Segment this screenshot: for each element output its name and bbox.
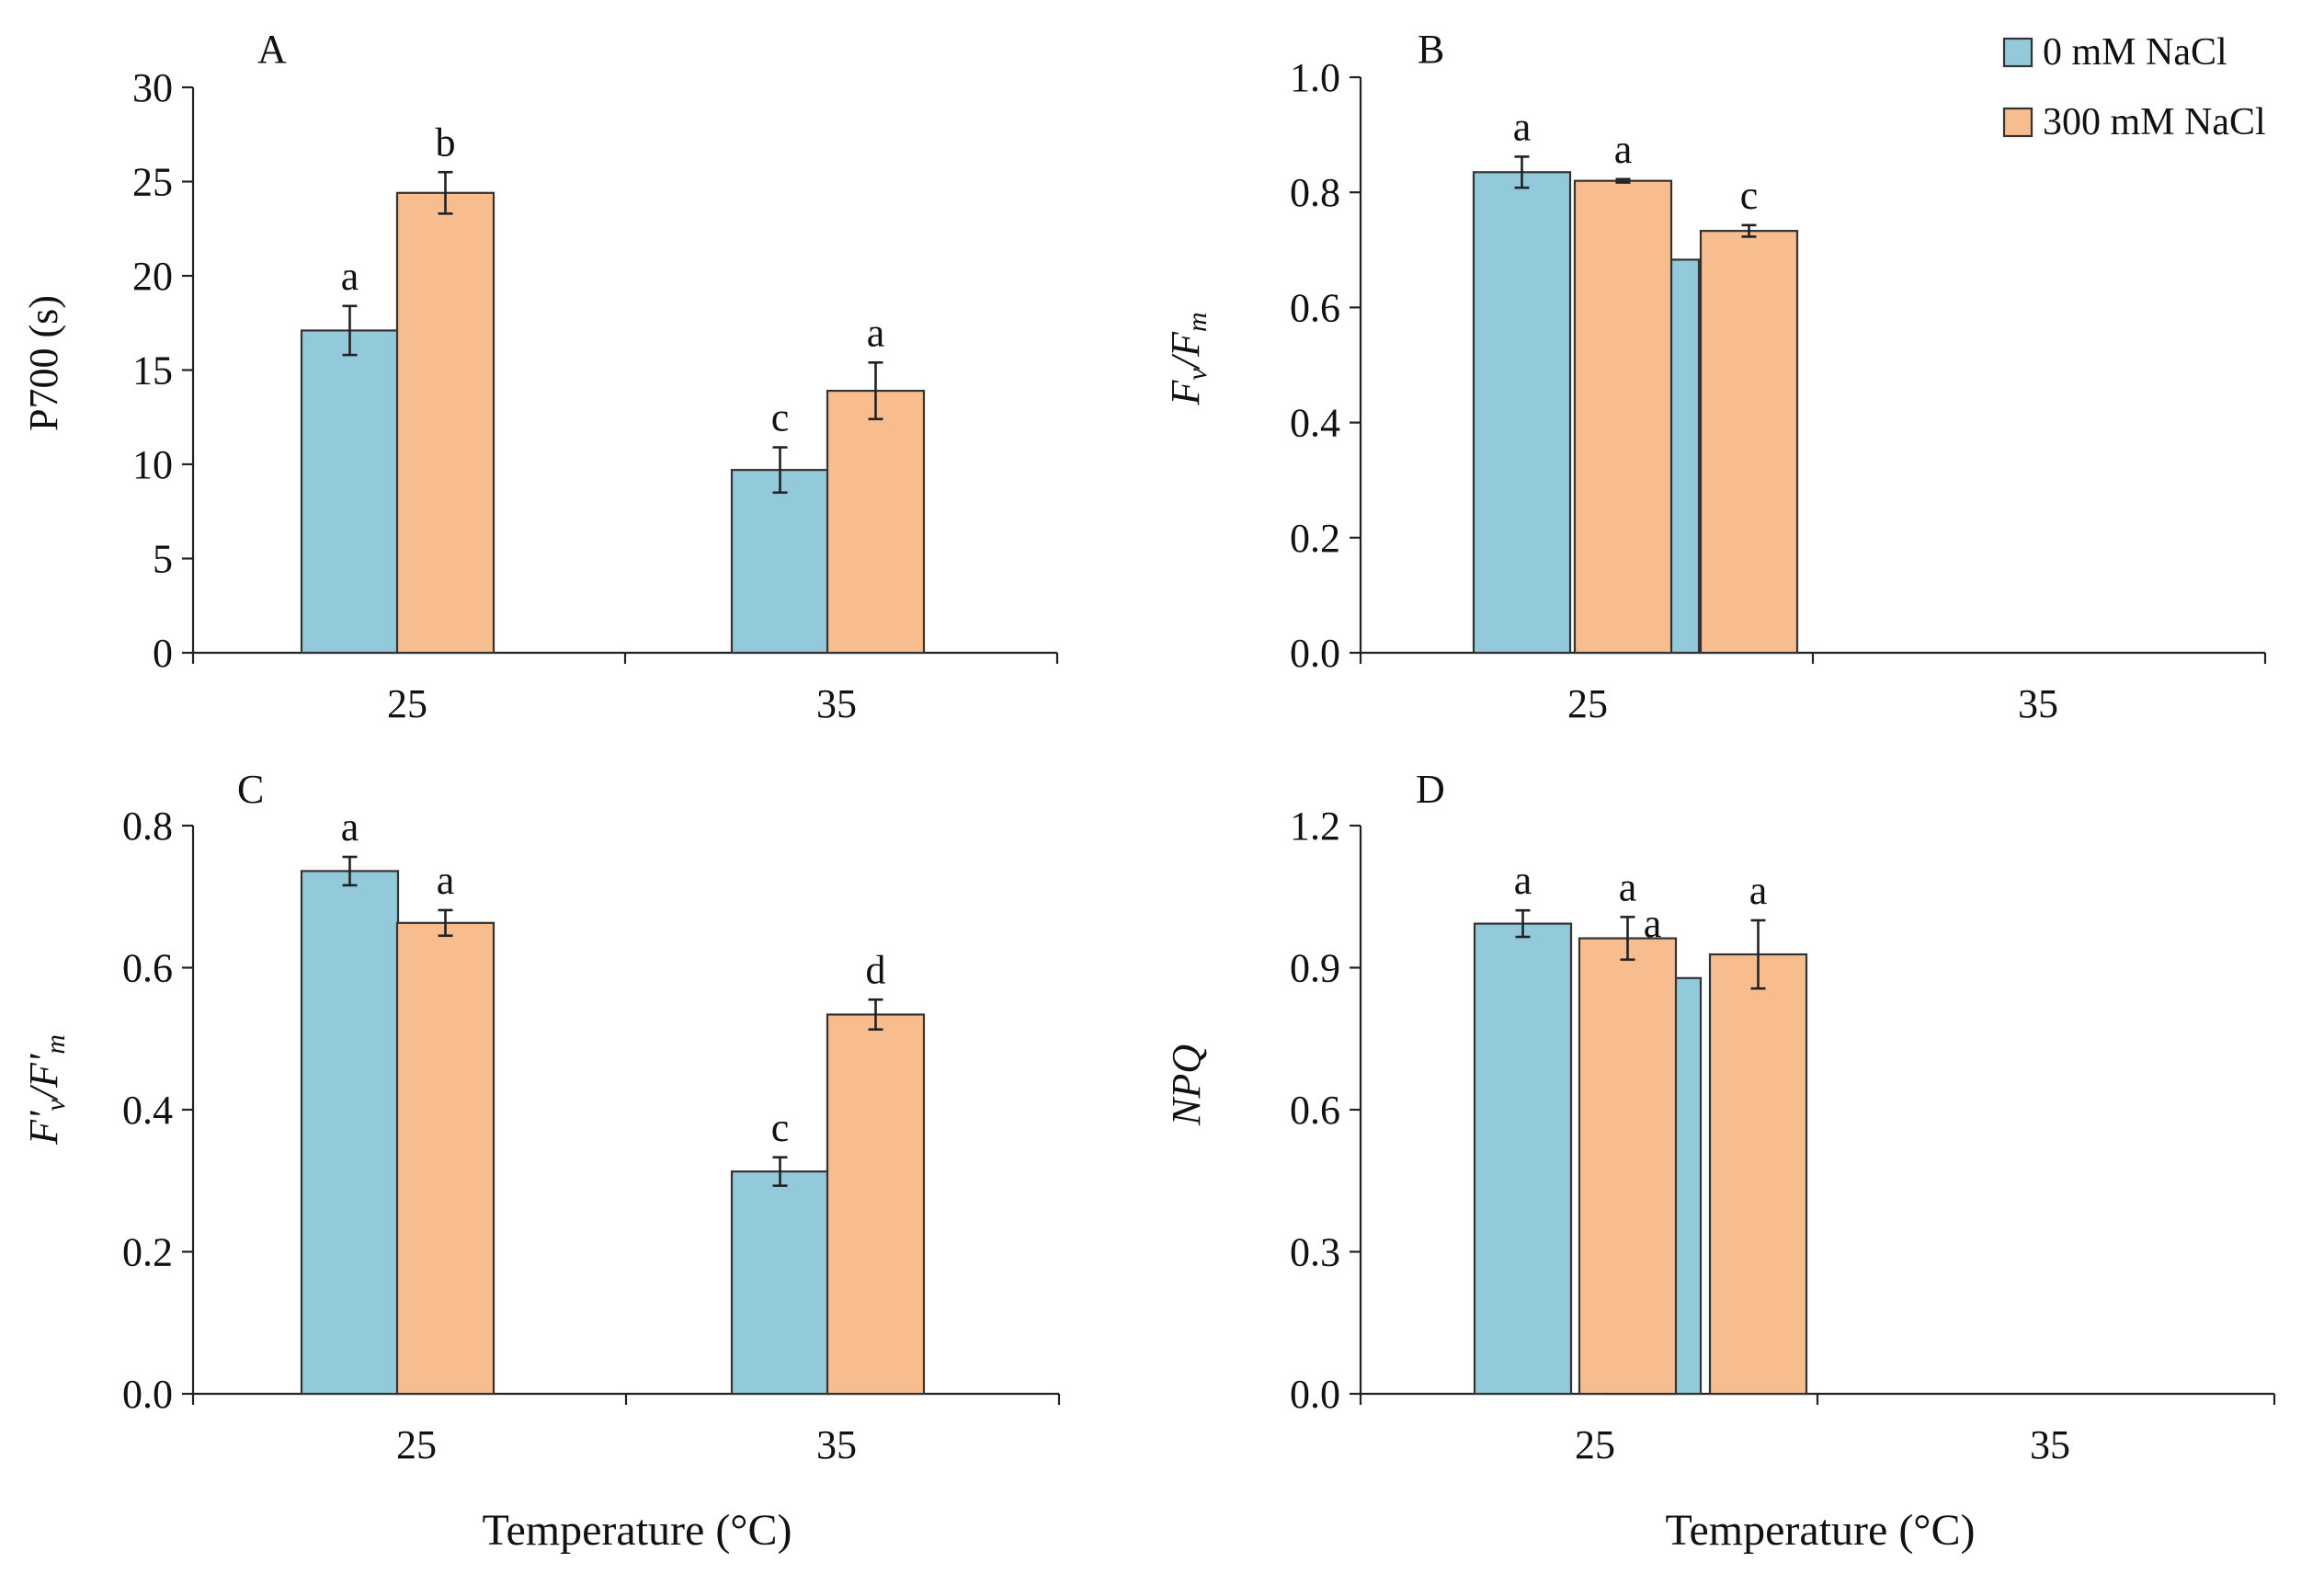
panel-a-label: A	[257, 27, 287, 72]
y-tick-label: 0.6	[1290, 1088, 1340, 1133]
y-tick-label: 0.2	[1290, 516, 1340, 561]
significance-letter: a	[1514, 858, 1532, 903]
bar	[1473, 922, 1573, 1396]
significance-letter: c	[771, 395, 790, 440]
significance-letter: a	[1644, 901, 1662, 946]
legend-swatch-300-mm-nacl	[2002, 107, 2034, 138]
x-tick-label: 35	[816, 681, 857, 726]
legend-label-300-mm-nacl: 300 mM NaCl	[2043, 101, 2266, 143]
fv-subscript: v	[1182, 368, 1213, 381]
y-tick-label: 1.0	[1290, 55, 1340, 100]
y-tick-label: 0.9	[1290, 946, 1340, 991]
significance-letter: a	[437, 858, 455, 903]
y-tick-label: 5	[153, 537, 173, 582]
panel-b-y-axis-label: Fv/Fm	[1163, 313, 1213, 406]
fm-subscript: m	[1182, 313, 1213, 333]
x-tick-label: 35	[2030, 1422, 2070, 1467]
fpv-subscript: v	[40, 1099, 71, 1112]
panel-d-label: D	[1416, 767, 1445, 812]
significance-letter: a	[1614, 127, 1633, 172]
y-tick-label: 0.8	[1290, 170, 1340, 215]
fv-fm-slash: /F	[1163, 331, 1208, 371]
panel-b: B Fv/Fm 0.00.20.40.60.81.02535abac	[1163, 27, 2267, 726]
y-tick-label: 0.6	[1290, 285, 1340, 330]
fv-symbol: F	[1163, 380, 1208, 406]
y-tick-label: 1.2	[1290, 804, 1340, 849]
panel-d-y-axis-label: NPQ	[1164, 1044, 1209, 1126]
y-tick-label: 0	[153, 631, 173, 676]
fpv-symbol: F'	[21, 1110, 66, 1146]
bar	[300, 329, 400, 655]
y-tick-label: 0.0	[122, 1372, 173, 1417]
bar	[395, 191, 496, 655]
fpv-fpm-slash: /F'	[21, 1053, 66, 1101]
panel-c-y-axis-label: F'v/F'm	[21, 1034, 71, 1146]
y-tick-label: 0.0	[1290, 1372, 1340, 1417]
significance-letter: d	[866, 947, 886, 992]
y-tick-label: 30	[132, 65, 173, 110]
significance-letter: a	[341, 254, 359, 299]
y-tick-label: 10	[132, 442, 173, 487]
legend-swatch-0-mm-nacl	[2002, 37, 2034, 68]
bar	[730, 1170, 830, 1396]
panel-c-label: C	[237, 767, 264, 812]
bar	[1708, 952, 1808, 1396]
significance-letter: a	[341, 804, 359, 850]
y-tick-label: 0.6	[122, 946, 173, 991]
y-tick-label: 15	[132, 348, 173, 394]
bar	[730, 469, 830, 655]
bar	[1472, 171, 1572, 655]
panel-b-label: B	[1418, 27, 1444, 72]
panel-a-plot: 0 5 10 15 20 25 30 25 35 a c b a	[132, 65, 1059, 726]
y-tick-label: 20	[132, 254, 173, 299]
bar	[1573, 179, 1673, 655]
significance-letter: b	[436, 120, 456, 165]
x-tick-label: 25	[1567, 681, 1608, 726]
y-tick-label: 0.0	[1290, 631, 1340, 676]
legend: 0 mM NaCl 300 mM NaCl	[2002, 31, 2266, 143]
bar	[300, 870, 400, 1396]
bar	[395, 921, 496, 1396]
y-tick-label: 0.2	[122, 1230, 173, 1275]
panel-d-x-axis-label: Temperature (°C)	[1665, 1506, 1975, 1555]
panel-c-x-axis-label: Temperature (°C)	[482, 1506, 792, 1555]
significance-letter: a	[867, 310, 885, 355]
y-tick-label: 0.4	[1290, 401, 1340, 446]
fpm-subscript: m	[40, 1034, 71, 1055]
x-tick-label: 35	[816, 1422, 857, 1467]
significance-letter: c	[771, 1105, 790, 1150]
bar	[826, 389, 926, 655]
significance-letter: a	[1513, 104, 1532, 149]
significance-letter: c	[1740, 173, 1759, 218]
x-tick-label: 25	[1575, 1422, 1615, 1467]
x-tick-label: 25	[387, 681, 427, 726]
panel-c: C F'v/F'm Temperature (°C) 0.00.20.40.60…	[21, 767, 1061, 1555]
legend-label-0-mm-nacl: 0 mM NaCl	[2043, 31, 2227, 74]
y-tick-label: 0.4	[122, 1088, 173, 1133]
panel-a-y-axis-label: P700 (s)	[21, 295, 66, 431]
bar	[826, 1013, 926, 1396]
bar	[1699, 230, 1799, 655]
y-tick-label: 0.3	[1290, 1230, 1340, 1275]
panel-a: A P700 (s) 0 5 10 15 20 25 30 25 35 a c b a	[21, 27, 1059, 726]
y-tick-label: 25	[132, 160, 173, 205]
x-tick-label: 25	[396, 1422, 437, 1467]
panel-d: D NPQ Temperature (°C) 0.0 0.3 0.6 0.9 1.2 25…	[1164, 767, 2276, 1555]
significance-letter: a	[1619, 864, 1637, 909]
panel-b-plot: 0.00.20.40.60.81.02535abac	[1290, 55, 2267, 726]
x-tick-label: 35	[2018, 681, 2058, 726]
panel-c-plot: 0.0 0.2 0.4 0.6 0.8 25 35 a c a d	[122, 804, 1061, 1467]
y-tick-label: 0.8	[122, 804, 173, 849]
significance-letter: a	[1749, 868, 1768, 913]
bar	[1578, 937, 1678, 1396]
